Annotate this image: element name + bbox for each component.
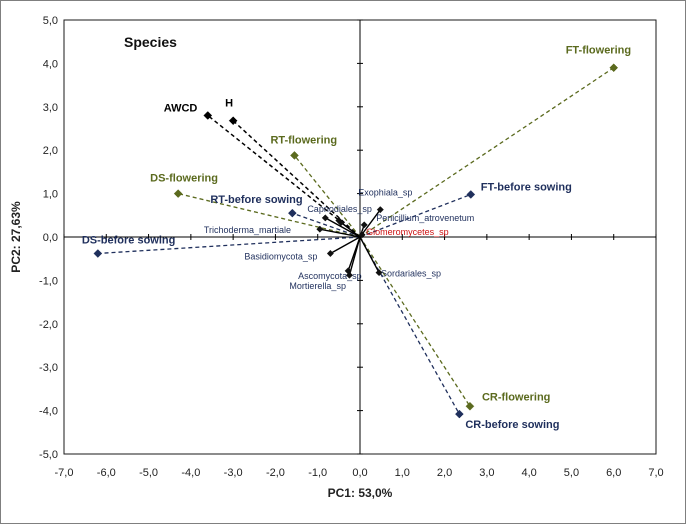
point-awcd bbox=[203, 111, 213, 120]
x-tick-label: -5,0 bbox=[139, 467, 158, 479]
point-ds-before-sowing bbox=[93, 249, 103, 258]
y-tick-label: -1,0 bbox=[39, 275, 58, 287]
x-tick-label: -2,0 bbox=[266, 467, 285, 479]
x-tick-label: -7,0 bbox=[55, 467, 74, 479]
y-tick-label: -5,0 bbox=[39, 449, 58, 461]
point-rt-before-sowing bbox=[287, 208, 297, 218]
label-cr-before-sowing: CR-before sowing bbox=[465, 419, 559, 431]
label-ds-before-sowing: DS-before sowing bbox=[82, 234, 176, 246]
species-point-capnodiales-sp bbox=[321, 214, 329, 222]
x-tick-label: -4,0 bbox=[181, 467, 200, 479]
x-tick-label: 7,0 bbox=[648, 467, 663, 479]
species-label-penicillium-atrovenetum: Penicillium_atrovenetum bbox=[376, 213, 474, 223]
label-h: H bbox=[225, 98, 233, 110]
label-ds-flowering: DS-flowering bbox=[150, 173, 218, 185]
points bbox=[93, 63, 619, 419]
label-rt-before-sowing: RT-before sowing bbox=[210, 194, 302, 206]
x-tick-label: 3,0 bbox=[479, 467, 494, 479]
species-label-basidiomycota-sp: Basidiomycota_sp bbox=[244, 251, 317, 261]
x-tick-label: -1,0 bbox=[308, 467, 327, 479]
y-tick-label: 4,0 bbox=[43, 58, 58, 70]
y-tick-label: 1,0 bbox=[43, 189, 58, 201]
x-tick-label: -6,0 bbox=[97, 467, 116, 479]
tick-labels: -7,0 -6,0 -5,0 -4,0 -3,0 -2,0 -1,0 0,0 1,0 2,0 3,0… bbox=[39, 15, 664, 479]
x-tick-label: -3,0 bbox=[224, 467, 243, 479]
species-point-unlabeled-1 bbox=[337, 219, 345, 227]
species-point-glomeromycetes-sp bbox=[358, 231, 366, 239]
species-vector-trichoderma-martiale bbox=[319, 228, 361, 238]
species-label-exophiala-sp: Exophiala_sp bbox=[358, 188, 412, 198]
point-rt-flowering bbox=[290, 151, 299, 160]
species-point-mortierella-sp bbox=[345, 271, 353, 279]
species-label-glomeromycetes-sp: Glomeromycetes_sp bbox=[366, 227, 449, 237]
x-tick-label: 0,0 bbox=[352, 467, 367, 479]
vector-ft-flowering bbox=[359, 67, 615, 238]
chart-title: Species bbox=[124, 34, 177, 50]
species-point-trichoderma-martiale bbox=[316, 225, 324, 233]
label-rt-flowering: RT-flowering bbox=[270, 134, 337, 146]
vector-cr-before-sowing bbox=[359, 236, 460, 415]
point-ds-flowering bbox=[173, 189, 183, 198]
point-labels: FT-flowering FT-before sowing RT-flowering… bbox=[82, 45, 631, 431]
species-vector-capnodiales-sp bbox=[324, 217, 361, 238]
vector-ds-before-sowing bbox=[97, 236, 361, 255]
species-vector-basidiomycota-sp bbox=[330, 236, 361, 255]
species-vector-unlabeled-1 bbox=[340, 222, 361, 238]
vector-rt-flowering bbox=[293, 155, 361, 238]
species-label-ascomycota-sp: Ascomycota_sp bbox=[298, 271, 362, 281]
label-cr-flowering: CR-flowering bbox=[482, 391, 550, 403]
label-ft-before-sowing: FT-before sowing bbox=[481, 181, 572, 193]
species-point-basidiomycota-sp bbox=[326, 249, 334, 258]
point-cr-flowering bbox=[465, 401, 475, 411]
species-label-trichoderma-martiale: Trichoderma_martiale bbox=[204, 225, 291, 235]
species-vector-exophiala-sp bbox=[359, 209, 381, 238]
y-tick-label: -2,0 bbox=[39, 319, 58, 331]
x-tick-label: 2,0 bbox=[437, 467, 452, 479]
vector-awcd bbox=[207, 114, 361, 238]
y-tick-label: 2,0 bbox=[43, 145, 58, 157]
x-axis-label: PC1: 53,0% bbox=[328, 486, 393, 500]
y-tick-label: 5,0 bbox=[43, 15, 58, 27]
species-point-sordariales-sp bbox=[375, 269, 383, 277]
x-tick-label: 5,0 bbox=[564, 467, 579, 479]
point-cr-before-sowing bbox=[455, 409, 464, 419]
y-tick-label: -4,0 bbox=[39, 406, 58, 418]
vector-ds-flowering bbox=[178, 192, 361, 238]
point-ft-before-sowing bbox=[466, 190, 476, 199]
y-axis-label: PC2: 27,63% bbox=[9, 201, 23, 273]
vector-rt-before-sowing bbox=[292, 212, 361, 238]
species-vector-mortierella-sp bbox=[348, 236, 361, 276]
species-label-mortierella-sp: Mortierella_sp bbox=[289, 281, 346, 291]
vector-cr-flowering bbox=[359, 236, 471, 407]
species-vector-sordariales-sp bbox=[359, 236, 380, 273]
y-tick-label: 3,0 bbox=[43, 102, 58, 114]
label-awcd: AWCD bbox=[164, 102, 198, 114]
species-label-sordariales-sp: Sordariales_sp bbox=[381, 269, 441, 279]
species-point-penicillium-atrovenetum bbox=[360, 221, 368, 229]
y-tick-label: 0,0 bbox=[43, 232, 58, 244]
y-tick-label: -3,0 bbox=[39, 362, 58, 374]
x-tick-label: 1,0 bbox=[395, 467, 410, 479]
point-ft-flowering bbox=[609, 63, 619, 73]
x-tick-label: 4,0 bbox=[521, 467, 536, 479]
x-tick-label: 6,0 bbox=[606, 467, 621, 479]
vector-ft-before-sowing bbox=[359, 193, 472, 238]
label-ft-flowering: FT-flowering bbox=[566, 45, 631, 57]
point-h bbox=[228, 116, 238, 126]
species-point-exophiala-sp bbox=[376, 206, 384, 214]
species-label-capnodiales-sp: Capnodiales_sp bbox=[307, 204, 372, 214]
